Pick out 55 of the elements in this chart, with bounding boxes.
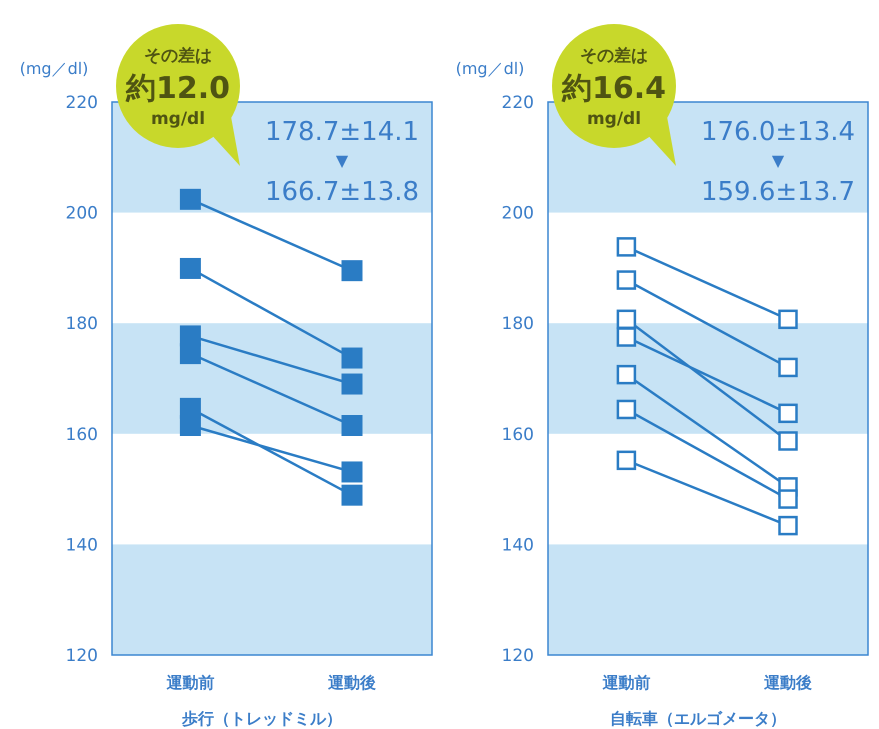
y-tick-label: 140 [66,535,98,556]
annotation: 159.6±13.7 [700,177,856,207]
annotation: mg/dl [150,109,206,129]
annotation: 166.7±13.8 [264,177,420,207]
point [778,358,798,378]
point [342,260,362,282]
y-axis-title: (mg／dl) [456,59,524,78]
point [778,489,798,509]
y-tick-label: 200 [66,204,98,224]
point [616,237,636,257]
y-tick-label: 220 [502,93,534,113]
x-tick-label: 運動後 [763,673,812,692]
y-tick-label: 200 [502,204,534,224]
point [778,404,798,424]
point [342,374,362,395]
annotation: ▼ [336,151,349,170]
y-tick-label: 180 [66,314,98,334]
x-tick-label: 運動前 [601,673,650,692]
x-tick-label: 運動後 [327,673,376,692]
annotation: 約16.4 [560,71,666,106]
point [342,415,362,436]
point [778,431,798,451]
x-tick-label: 運動前 [165,673,214,692]
point [342,461,362,482]
annotation: 178.7±14.1 [264,117,420,147]
y-tick-label: 160 [66,424,98,445]
y-tick-label: 160 [502,424,534,445]
y-tick-label: 180 [502,314,534,334]
point [180,188,201,210]
x-axis-title: 自転車（エルゴメータ） [610,709,786,728]
y-tick-label: 140 [502,535,534,556]
point [778,516,798,536]
point [778,310,798,330]
text: その差は [144,46,212,66]
point [616,364,636,384]
point [616,327,636,347]
text: その差は [580,46,648,66]
x-axis-title: 歩行（トレッドミル） [181,709,342,728]
annotation: ▼ [772,151,785,170]
point [342,348,362,369]
point [616,450,636,470]
point [180,415,201,436]
y-tick-label: 120 [502,646,534,666]
annotation: 176.0±13.4 [700,117,856,147]
point [616,270,636,290]
y-tick-label: 120 [66,646,98,666]
y-axis-title: (mg／dl) [20,59,88,78]
annotation: mg/dl [586,109,642,129]
point [180,258,201,279]
y-tick-label: 220 [66,93,98,113]
point [342,484,362,506]
point [616,400,636,420]
point [616,310,636,330]
annotation: 約12.0 [124,71,230,106]
point [180,343,201,364]
